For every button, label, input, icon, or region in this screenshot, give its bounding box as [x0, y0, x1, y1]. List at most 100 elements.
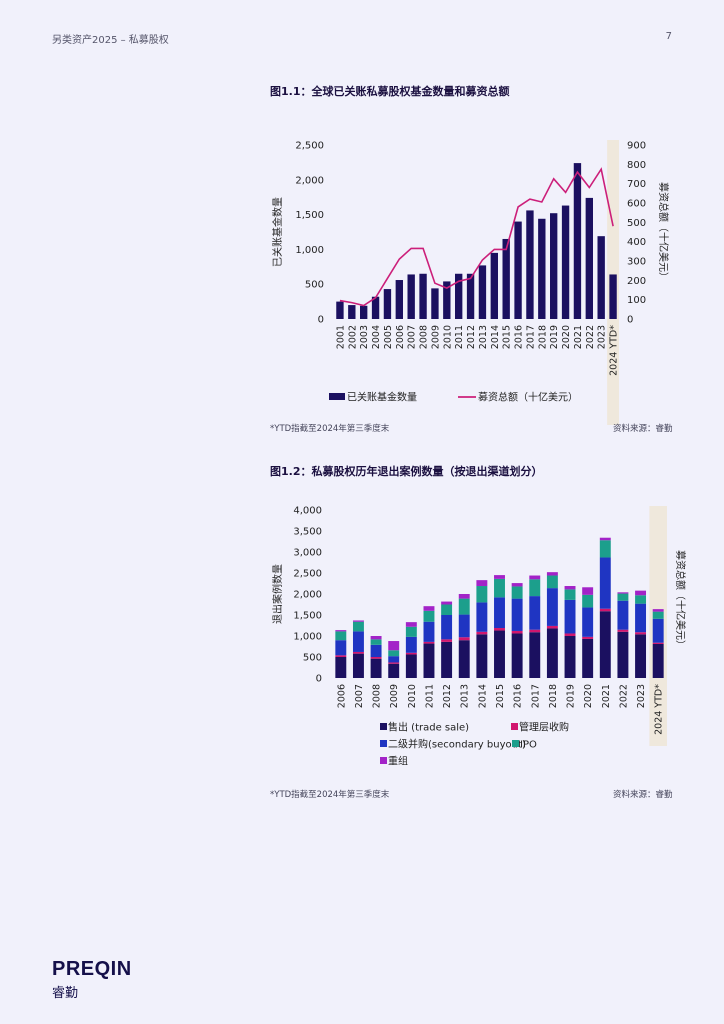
y2-tick-label: 200 — [627, 276, 646, 287]
legend-label: 募资总额（十亿美元） — [478, 391, 578, 404]
x-tick-label: 2015 — [502, 325, 513, 349]
x-tick-label: 2006 — [395, 325, 406, 349]
x-tick-label: 2024 YTD* — [654, 684, 665, 735]
x-tick-label: 2024 YTD* — [609, 325, 620, 376]
bar-segment — [599, 557, 611, 609]
y2-tick-label: 300 — [627, 257, 646, 268]
x-tick-label: 2005 — [383, 325, 394, 349]
x-tick-label: 2016 — [513, 684, 524, 708]
bar-segment — [564, 589, 576, 600]
x-tick-label: 2017 — [525, 325, 536, 349]
bar-segment — [352, 620, 364, 622]
x-tick-label: 2013 — [478, 325, 489, 349]
exit-count-chart: 0 500 1,000 1,500 2,000 2,500 3,000 3,500 4,000 2… — [271, 506, 687, 768]
bar-segment — [388, 650, 400, 657]
y2-tick-label: 500 — [627, 218, 646, 229]
bar-segment — [652, 611, 664, 619]
y-tick-label: 3,000 — [293, 548, 322, 559]
bar-segment — [458, 640, 470, 678]
x-tick-label: 2009 — [430, 325, 441, 349]
y-tick-label: 500 — [305, 280, 324, 291]
bar-segment — [458, 594, 470, 599]
bar-segment — [529, 632, 541, 678]
x-tick-label: 2022 — [618, 684, 629, 708]
bar-segment — [529, 596, 541, 630]
bar-segment — [335, 631, 347, 641]
y-axis-label: 退出案例数量 — [271, 564, 284, 624]
bar-fund-count — [360, 305, 368, 319]
bar-segment — [370, 657, 382, 659]
bar-segment — [388, 663, 400, 678]
page-number: 7 — [665, 31, 672, 42]
figure2-footnote: *YTD指截至2024年第三季度末 — [270, 790, 390, 800]
y-tick-label: 500 — [303, 653, 322, 664]
bar-segment — [405, 652, 417, 655]
figure2-title: 图1.2：私募股权历年退出案例数量（按退出渠道划分） — [270, 465, 543, 478]
y2-axis-label: 募资总额（十亿美元） — [674, 550, 687, 650]
logo-text: PREQIN — [52, 958, 132, 980]
bar-segment — [388, 656, 400, 663]
bar-segment — [405, 622, 417, 627]
bar-segment — [635, 595, 647, 604]
bar-fund-count — [371, 296, 380, 319]
bar-fund-count — [514, 221, 522, 319]
bar-segment — [564, 633, 576, 636]
bar-segment — [652, 618, 664, 643]
y-tick-label: 2,000 — [293, 590, 322, 601]
x-tick-label: 2017 — [530, 684, 541, 708]
x-tick-label: 2007 — [407, 325, 418, 349]
bar-segment — [564, 599, 576, 634]
bar-segment — [458, 598, 470, 615]
y2-tick-label: 600 — [627, 199, 646, 210]
bar-fund-count — [395, 280, 403, 319]
y-tick-label: 4,000 — [293, 506, 322, 517]
x-tick-label: 2015 — [495, 684, 506, 708]
bar-segment — [582, 636, 594, 639]
bar-segment — [652, 609, 664, 612]
y-tick-label: 2,000 — [295, 175, 324, 186]
bar-segment — [494, 630, 505, 678]
bar-segment — [599, 611, 611, 678]
bar-segment — [582, 587, 594, 595]
x-tick-label: 2022 — [585, 325, 596, 349]
bar-segment — [635, 603, 647, 633]
bar-segment — [335, 657, 347, 678]
bar-segment — [441, 604, 453, 615]
bar-fund-count — [526, 210, 534, 319]
bar-segment — [511, 586, 523, 599]
x-tick-label: 2014 — [477, 684, 488, 708]
bar-segment — [476, 586, 488, 603]
bar-fund-count — [585, 197, 593, 319]
bar-fund-count — [443, 281, 451, 319]
bar-fund-count — [609, 274, 617, 319]
bar-segment — [599, 540, 611, 558]
logo-text-zh: 睿勤 — [52, 986, 79, 1001]
legend-swatch-bar — [329, 393, 345, 400]
bar-fund-count — [478, 265, 487, 319]
bar-segment — [476, 634, 488, 678]
bar-segment — [423, 643, 435, 678]
bar-segment — [352, 651, 364, 654]
bar-segment — [441, 601, 453, 605]
bar-segment — [511, 633, 523, 678]
figure1-footnote: *YTD指截至2024年第三季度末 — [270, 424, 390, 434]
x-tick-label: 2014 — [490, 325, 501, 349]
bar-segment — [511, 583, 523, 587]
bar-segment — [370, 639, 382, 645]
bar-segment — [652, 642, 664, 644]
bar-segment — [546, 588, 558, 626]
bar-fund-count — [597, 236, 605, 319]
bar-segment — [599, 608, 611, 612]
x-tick-label: 2011 — [454, 325, 465, 349]
y2-tick-label: 100 — [627, 295, 646, 306]
bar-fund-count — [538, 218, 546, 319]
bar-segment — [564, 586, 576, 590]
bar-segment — [635, 632, 647, 635]
legend-swatch — [380, 723, 387, 730]
legend-swatch — [511, 723, 518, 730]
x-tick-label: 2008 — [419, 325, 430, 349]
x-tick-label: 2011 — [424, 684, 435, 708]
y-tick-label: 0 — [318, 315, 324, 326]
x-tick-label: 2012 — [442, 684, 453, 708]
y-tick-label: 1,500 — [295, 210, 324, 221]
